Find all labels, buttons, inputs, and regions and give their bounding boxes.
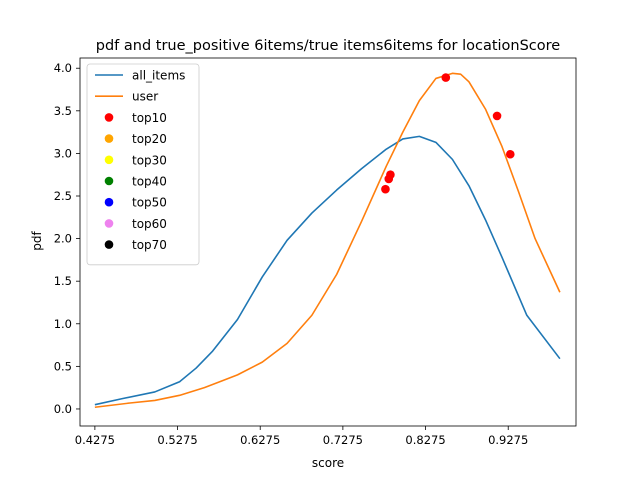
legend-swatch-top20 <box>105 134 114 143</box>
y-tick-label: 2.5 <box>54 189 72 203</box>
x-tick-label: 0.4275 <box>75 433 115 447</box>
legend-label-top20: top20 <box>132 132 167 146</box>
y-tick-label: 1.5 <box>54 274 72 288</box>
y-tick-label: 3.5 <box>54 104 72 118</box>
legend-label-top40: top40 <box>132 175 167 189</box>
y-tick-label: 2.0 <box>54 232 72 246</box>
x-tick-label: 0.5275 <box>157 433 197 447</box>
x-tick-label: 0.7275 <box>323 433 363 447</box>
y-tick-label: 0.5 <box>54 359 72 373</box>
legend-swatch-top30 <box>105 156 114 165</box>
legend-label-top70: top70 <box>132 238 167 252</box>
y-tick-label: 0.0 <box>54 402 72 416</box>
legend-label-top60: top60 <box>132 217 167 231</box>
legend-label-top50: top50 <box>132 196 167 210</box>
y-tick-label: 4.0 <box>54 61 72 75</box>
legend-swatch-top70 <box>105 240 114 249</box>
legend-label-top30: top30 <box>132 153 167 167</box>
legend-label-user: user <box>132 90 158 104</box>
x-tick-label: 0.8275 <box>405 433 445 447</box>
chart-title: pdf and true_positive 6items/true items6… <box>96 38 561 54</box>
legend-swatch-top40 <box>105 177 114 186</box>
legend-swatch-top10 <box>105 113 114 122</box>
point-top10-4 <box>493 112 502 121</box>
legend-swatch-top50 <box>105 198 114 207</box>
x-tick-label: 0.6275 <box>240 433 280 447</box>
legend-label-all_items: all_items <box>132 69 185 83</box>
y-axis-label: pdf <box>30 231 44 251</box>
point-top10-0 <box>381 185 390 194</box>
point-top10-3 <box>442 73 451 82</box>
x-tick-label: 0.9275 <box>488 433 528 447</box>
x-axis-label: score <box>312 456 344 470</box>
point-top10-5 <box>506 150 515 159</box>
legend-swatch-top60 <box>105 219 114 228</box>
y-tick-label: 3.0 <box>54 146 72 160</box>
point-top10-2 <box>386 170 395 179</box>
y-tick-label: 1.0 <box>54 317 72 331</box>
legend-label-top10: top10 <box>132 111 167 125</box>
